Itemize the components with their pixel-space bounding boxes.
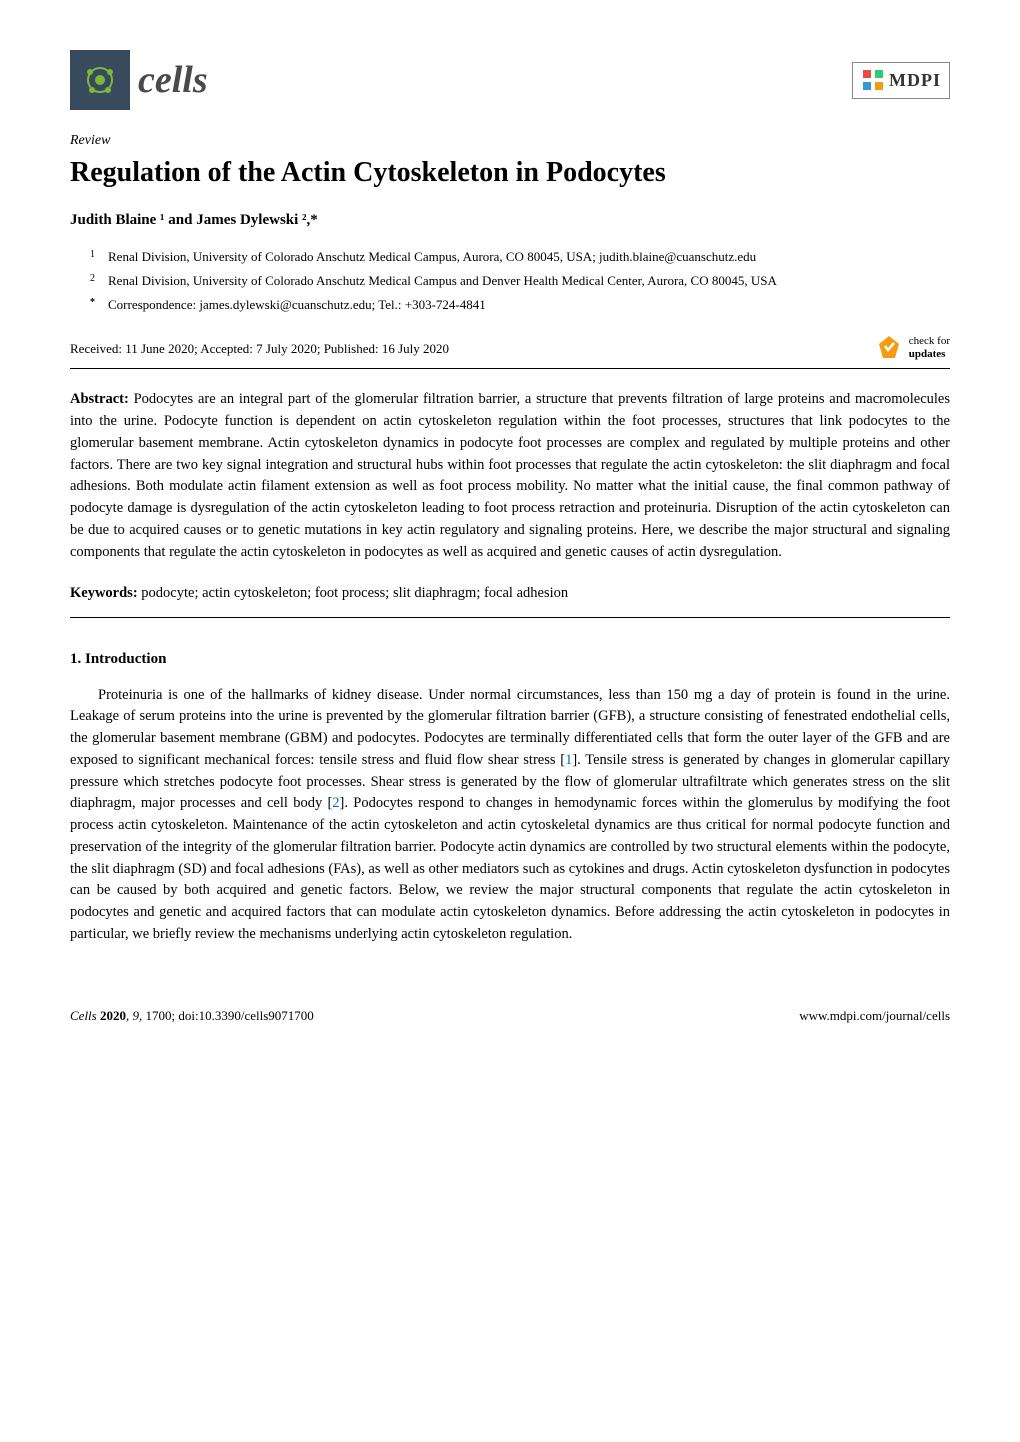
abstract-label: Abstract: xyxy=(70,391,129,407)
affiliations-block: 1 Renal Division, University of Colorado… xyxy=(90,248,950,315)
publication-dates: Received: 11 June 2020; Accepted: 7 July… xyxy=(70,339,449,359)
body-text-part: ]. Podocytes respond to changes in hemod… xyxy=(70,795,950,942)
check-updates-badge[interactable]: check for updates xyxy=(875,334,950,362)
affiliation-num: 2 xyxy=(90,272,108,290)
affiliation-text: Renal Division, University of Colorado A… xyxy=(108,248,950,266)
doi-text: doi:10.3390/cells9071700 xyxy=(178,1008,313,1023)
keywords-text: podocyte; actin cytoskeleton; foot proce… xyxy=(141,585,568,601)
footer-row: Cells 2020, 9, 1700; doi:10.3390/cells90… xyxy=(70,1006,950,1026)
journal-logo: cells xyxy=(70,50,208,110)
keywords-block: Keywords: podocyte; actin cytoskeleton; … xyxy=(70,583,950,618)
section-heading: 1. Introduction xyxy=(70,648,950,671)
body-paragraph: Proteinuria is one of the hallmarks of k… xyxy=(70,685,950,946)
publisher-name: MDPI xyxy=(889,67,941,94)
keywords-label: Keywords: xyxy=(70,585,138,601)
updates-line1: check for xyxy=(909,335,950,348)
abstract-block: Abstract: Podocytes are an integral part… xyxy=(70,389,950,563)
correspondence-text: Correspondence: james.dylewski@cuanschut… xyxy=(108,296,950,314)
journal-name: cells xyxy=(138,52,208,109)
journal-logo-icon xyxy=(70,50,130,110)
updates-line2: updates xyxy=(909,348,950,361)
publisher-icon xyxy=(861,68,885,92)
affiliation-num: 1 xyxy=(90,248,108,266)
affiliation-text: Renal Division, University of Colorado A… xyxy=(108,272,950,290)
updates-icon xyxy=(875,334,903,362)
correspondence-marker: * xyxy=(90,296,108,314)
abstract-text: Podocytes are an integral part of the gl… xyxy=(70,391,950,559)
affiliation-item: 1 Renal Division, University of Colorado… xyxy=(90,248,950,266)
authors-line: Judith Blaine ¹ and James Dylewski ²,* xyxy=(70,209,950,232)
publisher-logo: MDPI xyxy=(852,62,950,99)
affiliation-item: 2 Renal Division, University of Colorado… xyxy=(90,272,950,290)
citation-page: 1700 xyxy=(145,1008,171,1023)
article-type: Review xyxy=(70,130,950,151)
citation-journal: Cells xyxy=(70,1008,97,1023)
journal-url[interactable]: www.mdpi.com/journal/cells xyxy=(799,1006,950,1026)
header-row: cells MDPI xyxy=(70,50,950,110)
article-title: Regulation of the Actin Cytoskeleton in … xyxy=(70,155,950,191)
dates-row: Received: 11 June 2020; Accepted: 7 July… xyxy=(70,334,950,369)
citation-volume: 9 xyxy=(132,1008,139,1023)
affiliation-item: * Correspondence: james.dylewski@cuansch… xyxy=(90,296,950,314)
citation-doi: Cells 2020, 9, 1700; doi:10.3390/cells90… xyxy=(70,1006,314,1026)
citation-year: 2020 xyxy=(100,1008,126,1023)
updates-text: check for updates xyxy=(909,335,950,361)
reference-link[interactable]: 2 xyxy=(332,795,339,811)
